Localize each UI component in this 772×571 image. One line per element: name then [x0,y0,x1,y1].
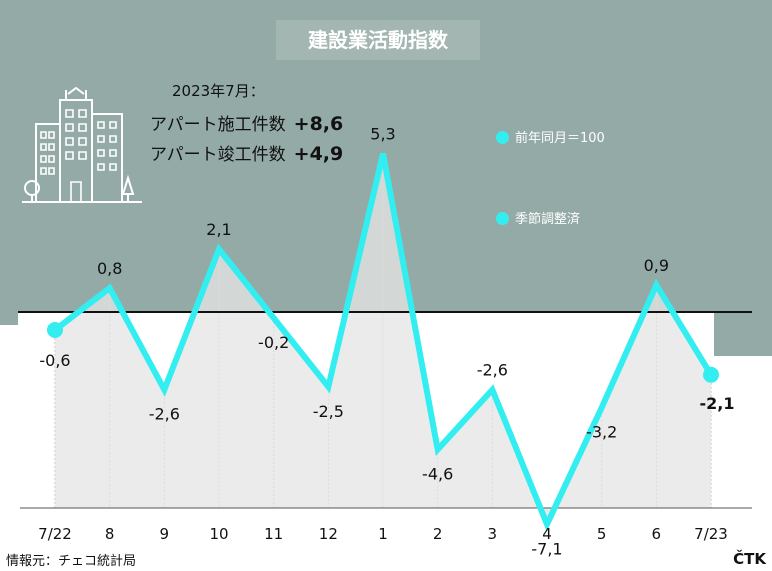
x-tick-label: 10 [209,525,228,543]
data-label: -4,6 [422,465,453,484]
data-label: -2,5 [313,402,344,421]
legend-item-base: 前年同月＝100 [496,127,605,146]
info-row-label: アパート施工件数 [150,115,286,135]
data-label: -2,1 [700,394,735,413]
info-row-construction: アパート施工件数 +8,6 [150,110,343,135]
legend-dot-icon [496,212,509,225]
end-markers [47,321,719,383]
data-label: -2,6 [477,361,508,380]
source-note: 情報元：チェコ統計局 [6,554,137,569]
x-tick-label: 2 [433,525,443,543]
info-row-value: +4,9 [293,143,344,165]
data-labels: -0,6 0,8 -2,6 2,1 -0,2 -2,5 5,3 -4,6 -2,6 -7,1 -3,… [39,125,734,559]
info-row-completion: アパート竣工件数 +4,9 [150,140,343,165]
legend-item-adjusted: 季節調整済 [496,208,580,227]
legend-label: 前年同月＝100 [515,131,605,146]
data-label: -0,2 [258,333,289,352]
data-label: 0,8 [97,259,122,278]
data-label: 0,9 [644,256,669,275]
data-label: 5,3 [370,125,395,144]
data-label: 2,1 [206,220,231,239]
data-label: -3,2 [586,423,617,442]
x-tick-label: 9 [160,525,170,543]
series-point [703,366,719,383]
x-tick-label: 12 [319,525,338,543]
info-row-label: アパート竣工件数 [150,145,286,165]
x-tick-label: 1 [378,525,388,543]
area-fill [55,153,711,525]
series-line [53,152,714,532]
info-header: 2023年7月： [172,82,265,100]
x-tick-label: 7/23 [694,525,728,543]
data-label: -2,6 [149,405,180,424]
x-tick-label: 7/22 [38,525,72,543]
legend-label: 季節調整済 [515,212,581,227]
x-tick-label: 3 [488,525,498,543]
x-tick-label: 8 [105,525,115,543]
x-tick-label: 6 [652,525,662,543]
info-row-value: +8,6 [293,113,344,135]
x-tick-label: 4 [542,525,552,543]
chart-title: 建設業活動指数 [276,20,480,60]
legend-dot-icon [496,131,509,144]
data-label: -7,1 [531,539,562,558]
x-tick-label: 5 [597,525,607,543]
x-tick-label: 11 [264,525,283,543]
apartment-building-icon [22,86,142,203]
x-tick-labels: 7/22 8 9 10 11 12 1 2 3 4 5 6 7/23 [38,525,728,543]
series-point [47,321,63,338]
brand-logo: ČTK [733,550,766,568]
data-label: -0,6 [39,351,70,370]
